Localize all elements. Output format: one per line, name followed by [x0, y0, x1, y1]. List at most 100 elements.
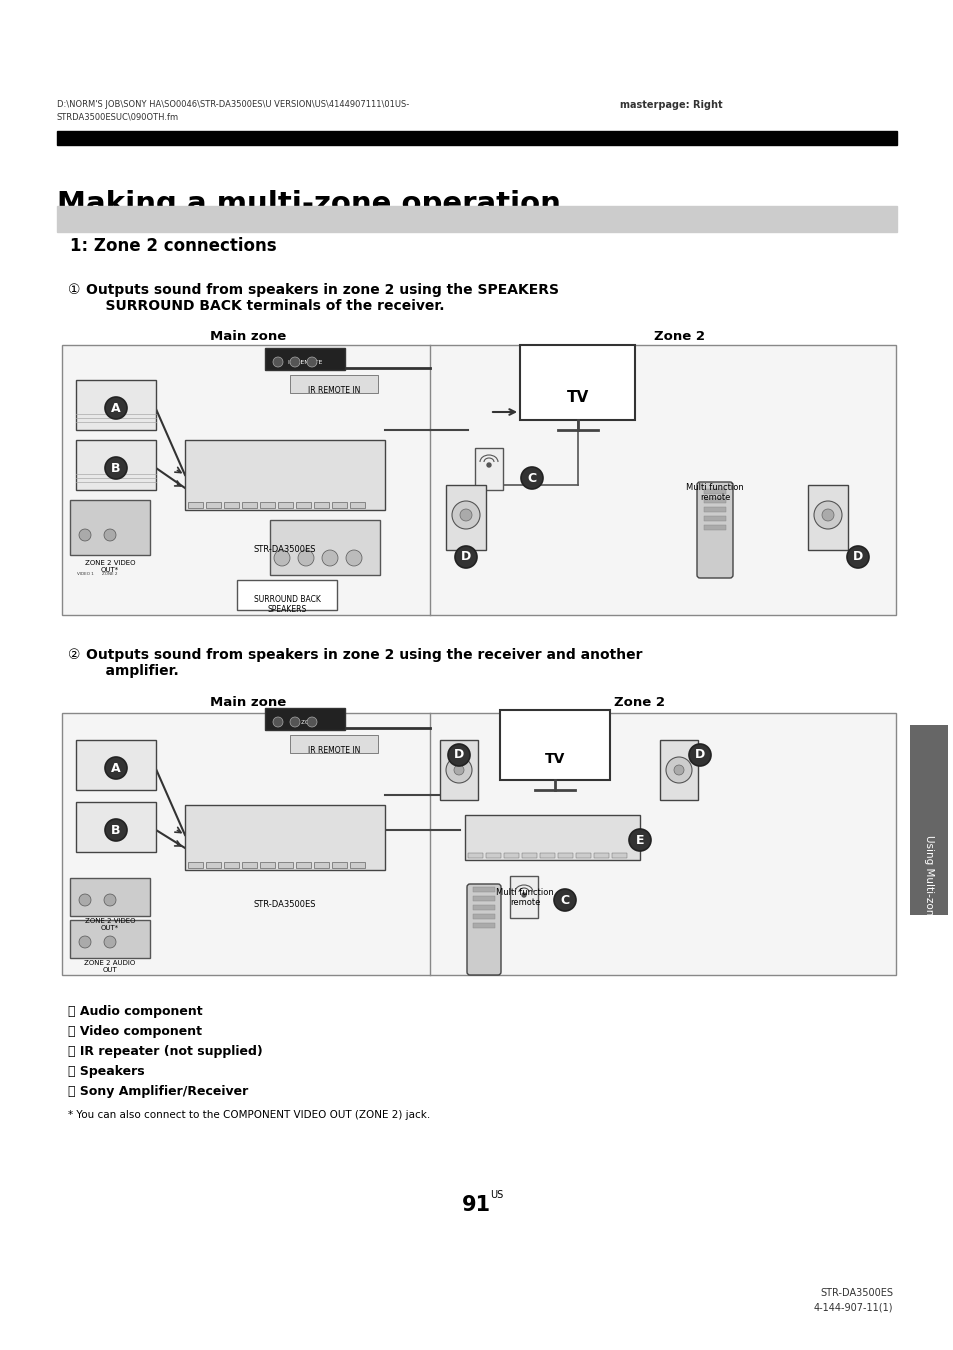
Text: Using Multi-zone Features: Using Multi-zone Features: [923, 836, 933, 969]
Text: A: A: [112, 401, 121, 414]
Text: TV: TV: [544, 752, 564, 765]
Bar: [260, 502, 274, 508]
Text: 1: Zone 2 connections: 1: Zone 2 connections: [70, 238, 276, 255]
Bar: [473, 914, 495, 919]
Bar: [510, 876, 537, 918]
Bar: [612, 853, 626, 859]
Text: Ⓐ Audio component: Ⓐ Audio component: [68, 1004, 202, 1018]
Text: * You can also connect to the COMPONENT VIDEO OUT (ZONE 2) jack.: * You can also connect to the COMPONENT …: [68, 1110, 430, 1120]
Circle shape: [452, 501, 479, 529]
Bar: [464, 815, 639, 860]
Bar: [265, 707, 345, 730]
Circle shape: [454, 765, 463, 775]
Circle shape: [322, 549, 337, 566]
Bar: [290, 734, 377, 753]
Bar: [76, 740, 156, 790]
Bar: [439, 740, 477, 801]
Text: E: E: [635, 833, 643, 846]
Text: Ⓑ Video component: Ⓑ Video component: [68, 1025, 202, 1038]
Circle shape: [521, 892, 525, 896]
Bar: [185, 440, 385, 510]
Text: Ⓔ Sony Amplifier/Receiver: Ⓔ Sony Amplifier/Receiver: [68, 1085, 248, 1098]
Bar: [909, 725, 947, 915]
Text: Ⓒ IR repeater (not supplied): Ⓒ IR repeater (not supplied): [68, 1045, 262, 1058]
Text: D: D: [694, 748, 704, 761]
Bar: [703, 525, 725, 531]
Circle shape: [455, 545, 476, 568]
Text: 91: 91: [461, 1195, 490, 1215]
Text: Outputs sound from speakers in zone 2 using the SPEAKERS
    SURROUND BACK termi: Outputs sound from speakers in zone 2 us…: [86, 284, 558, 313]
Circle shape: [459, 509, 472, 521]
Circle shape: [105, 458, 127, 479]
Bar: [224, 502, 239, 508]
Text: VIDEO 1: VIDEO 1: [76, 572, 93, 576]
Text: D: D: [460, 551, 471, 563]
FancyBboxPatch shape: [697, 482, 732, 578]
Bar: [473, 904, 495, 910]
Bar: [468, 853, 482, 859]
Text: D:\NORM'S JOB\SONY HA\SO0046\STR-DA3500ES\U VERSION\US\4144907111\01US-: D:\NORM'S JOB\SONY HA\SO0046\STR-DA3500E…: [57, 100, 409, 109]
Circle shape: [105, 397, 127, 418]
Circle shape: [448, 744, 470, 765]
Text: Zone 2: Zone 2: [654, 329, 705, 343]
Bar: [446, 485, 485, 549]
Bar: [290, 375, 377, 393]
FancyBboxPatch shape: [467, 884, 500, 975]
Text: D: D: [454, 748, 464, 761]
Text: IR REMOTE: IR REMOTE: [288, 360, 322, 365]
Bar: [206, 863, 221, 868]
Text: Outputs sound from speakers in zone 2 using the receiver and another
    amplifi: Outputs sound from speakers in zone 2 us…: [86, 648, 641, 678]
Text: IR REMOTE IN: IR REMOTE IN: [308, 386, 360, 396]
Text: TV: TV: [566, 390, 589, 405]
Bar: [277, 863, 293, 868]
Circle shape: [446, 757, 472, 783]
Bar: [519, 346, 635, 420]
Bar: [314, 502, 329, 508]
Bar: [539, 853, 555, 859]
Bar: [473, 887, 495, 892]
Bar: [57, 207, 896, 232]
Circle shape: [297, 549, 314, 566]
Circle shape: [104, 894, 116, 906]
Circle shape: [105, 757, 127, 779]
Bar: [350, 863, 365, 868]
Bar: [594, 853, 608, 859]
Bar: [62, 346, 895, 616]
Bar: [242, 863, 256, 868]
Bar: [270, 520, 379, 575]
Circle shape: [273, 717, 283, 728]
Text: Main zone: Main zone: [210, 697, 286, 709]
Circle shape: [79, 529, 91, 541]
Circle shape: [105, 819, 127, 841]
Circle shape: [79, 936, 91, 948]
Bar: [277, 502, 293, 508]
Text: US: US: [490, 1189, 503, 1200]
Circle shape: [104, 936, 116, 948]
Bar: [703, 498, 725, 504]
Bar: [265, 348, 345, 370]
Bar: [332, 502, 347, 508]
Circle shape: [307, 717, 316, 728]
Bar: [242, 502, 256, 508]
Text: STRDA3500ESUC\090OTH.fm: STRDA3500ESUC\090OTH.fm: [57, 112, 179, 122]
Text: STR-DA3500ES: STR-DA3500ES: [253, 545, 315, 554]
Bar: [473, 896, 495, 900]
Text: ZONE 2: ZONE 2: [102, 572, 117, 576]
Text: ZONE 2 VIDEO
OUT*: ZONE 2 VIDEO OUT*: [85, 918, 135, 932]
Text: SURROUND BACK
SPEAKERS: SURROUND BACK SPEAKERS: [253, 595, 320, 614]
Bar: [70, 878, 150, 917]
Bar: [185, 805, 385, 869]
Circle shape: [554, 890, 576, 911]
Circle shape: [486, 463, 491, 467]
Bar: [332, 863, 347, 868]
Bar: [485, 853, 500, 859]
Text: 4-144-907-11(1): 4-144-907-11(1): [813, 1301, 892, 1312]
Bar: [295, 502, 311, 508]
Bar: [70, 500, 150, 555]
Bar: [57, 131, 896, 144]
Text: Main zone: Main zone: [210, 329, 286, 343]
Text: STR-DA3500ES: STR-DA3500ES: [253, 900, 315, 909]
Text: D: D: [852, 551, 862, 563]
Circle shape: [628, 829, 650, 850]
Bar: [521, 853, 537, 859]
